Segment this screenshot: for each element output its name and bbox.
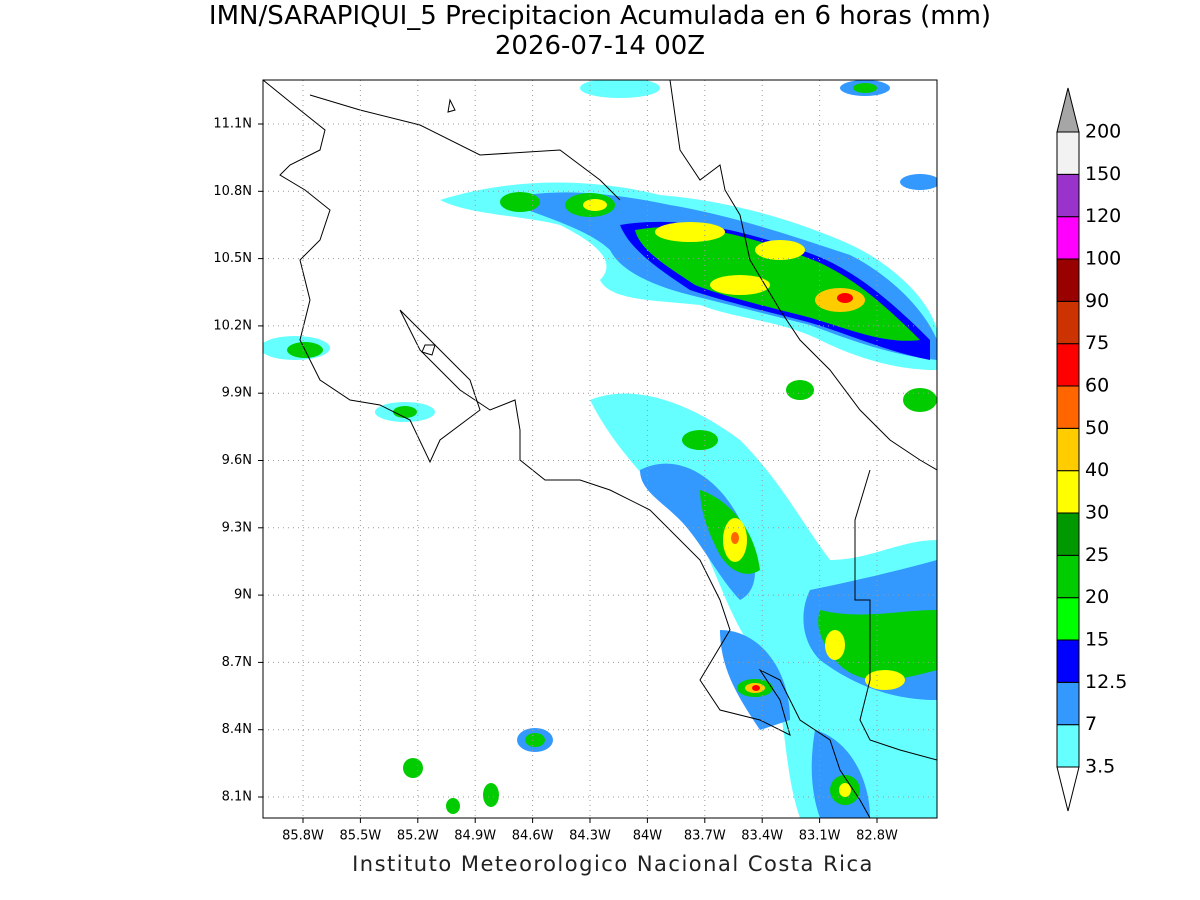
lat-label: 10.8N xyxy=(213,184,252,199)
subtitle: 2026-07-14 00Z xyxy=(495,31,705,61)
colorbar-label: 60 xyxy=(1085,375,1109,397)
colorbar-label: 20 xyxy=(1085,586,1109,608)
colorbar-label: 12.5 xyxy=(1085,671,1127,693)
lat-label: 9.6N xyxy=(222,453,252,468)
map-frame xyxy=(262,79,938,819)
colorbar-box xyxy=(1056,258,1080,302)
lon-label: 85.8W xyxy=(282,829,324,844)
lon-label: 83.1W xyxy=(799,829,841,844)
lon-label: 84.3W xyxy=(569,829,611,844)
colorbar-over xyxy=(1056,87,1080,133)
graticule: 85.8W 85.5W 85.2W 84.9W 84.6W 84.3W 84W 83.7W 83… xyxy=(213,80,937,844)
title: IMN/SARAPIQUI_5 Precipitacion Acumulada … xyxy=(209,1,991,31)
lon-label: 83.7W xyxy=(684,829,726,844)
lon-label: 84W xyxy=(633,829,663,844)
colorbar-label: 15 xyxy=(1085,629,1109,651)
lon-label: 82.8W xyxy=(856,829,898,844)
colorbar-box xyxy=(1056,427,1080,472)
lat-label: 9.9N xyxy=(222,386,252,401)
colorbar-box xyxy=(1056,681,1080,726)
colorbar-label: 100 xyxy=(1085,248,1121,270)
colorbar-label: 30 xyxy=(1085,502,1109,524)
colorbar-label: 25 xyxy=(1085,544,1109,566)
colorbar-label: 3.5 xyxy=(1085,756,1115,778)
colorbar-label: 120 xyxy=(1085,205,1121,227)
colorbar: 3.5 7 12.5 15 20 25 30 40 50 60 75 90 100 120 150 200 xyxy=(1056,87,1127,812)
lon-label: 83.4W xyxy=(741,829,783,844)
colorbar-label: 7 xyxy=(1085,713,1097,735)
lon-label: 84.9W xyxy=(454,829,496,844)
lat-label: 8.4N xyxy=(222,722,252,737)
colorbar-label: 40 xyxy=(1085,459,1109,481)
colorbar-box xyxy=(1056,512,1080,556)
lat-label: 10.2N xyxy=(213,318,252,333)
colorbar-box xyxy=(1056,343,1080,387)
colorbar-label: 150 xyxy=(1085,163,1121,185)
colorbar-box xyxy=(1056,597,1080,641)
colorbar-box xyxy=(1056,470,1080,514)
colorbar-box xyxy=(1056,554,1080,599)
colorbar-box xyxy=(1056,300,1080,345)
lat-label: 8.7N xyxy=(222,655,252,670)
lon-label: 85.5W xyxy=(339,829,381,844)
colorbar-label: 200 xyxy=(1085,121,1121,143)
lat-label: 8.1N xyxy=(222,790,252,805)
colorbar-box xyxy=(1056,216,1080,260)
lon-label: 85.2W xyxy=(397,829,439,844)
colorbar-label: 50 xyxy=(1085,417,1109,439)
lat-label: 10.5N xyxy=(213,251,252,266)
colorbar-box xyxy=(1056,131,1080,175)
lat-label: 11.1N xyxy=(213,117,252,132)
colorbar-label: 75 xyxy=(1085,332,1109,354)
lon-label: 84.6W xyxy=(512,829,554,844)
colorbar-label: 90 xyxy=(1085,290,1109,312)
colorbar-box xyxy=(1056,639,1080,683)
colorbar-box xyxy=(1056,385,1080,429)
lat-label: 9.3N xyxy=(222,520,252,535)
colorbar-box xyxy=(1056,173,1080,218)
lat-label: 9N xyxy=(234,588,252,603)
colorbar-under xyxy=(1056,766,1080,812)
precipitation-field xyxy=(263,80,937,818)
colorbar-box xyxy=(1056,724,1080,768)
footer: Instituto Meteorologico Nacional Costa R… xyxy=(352,852,874,876)
